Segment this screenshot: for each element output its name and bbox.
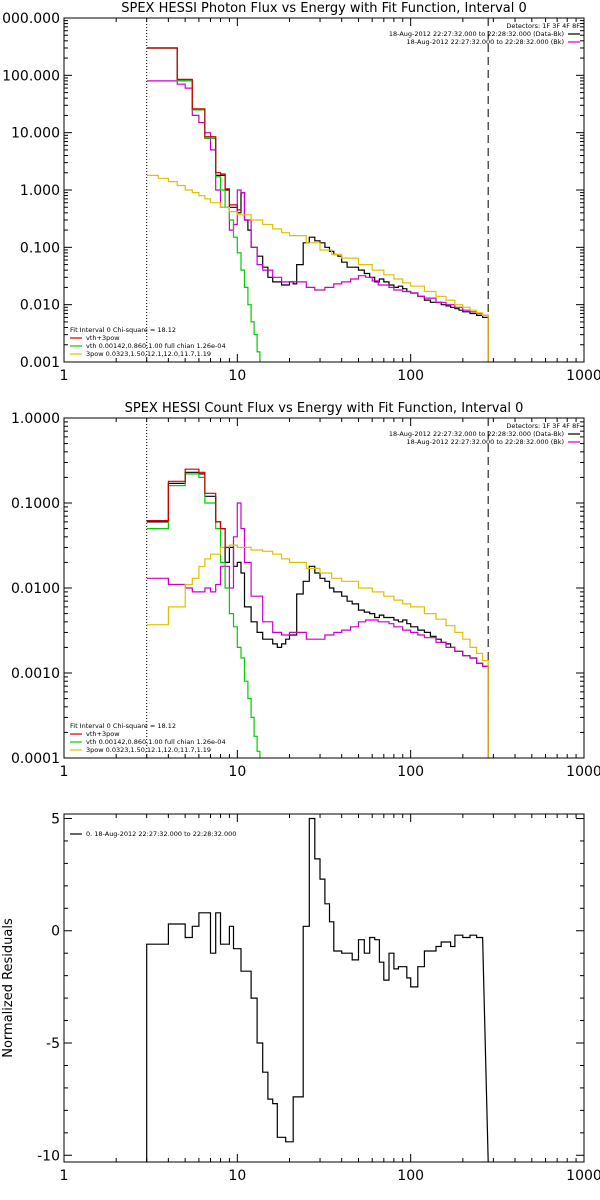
y-tick-label: 0.0001 [11, 751, 60, 767]
series-4-line [146, 468, 230, 548]
x-tick-label: 1000 [566, 764, 600, 780]
photon-flux-panel: SPEX HESSI Photon Flux vs Energy with Fi… [2, 1, 600, 384]
y-tick-label: 0.001 [20, 355, 60, 371]
x-tick-label: 100 [397, 1168, 424, 1184]
fit-legend-entry: vth 0.00142,0.860,1.00 full chian 1.26e-… [86, 738, 226, 746]
fit-legend-entry: vth+3pow [86, 730, 120, 738]
fit-legend-entry: vth+3pow [86, 334, 120, 342]
plot-area [146, 817, 489, 1162]
y-axis-label: Normalized Residuals [1, 918, 16, 1058]
fit-legend-entry: vth 0.00142,0.860,1.00 full chian 1.26e-… [86, 342, 226, 350]
y-tick-label: 000.000 [2, 11, 60, 27]
series-2-line [146, 473, 261, 758]
series-1-line [146, 502, 489, 758]
y-tick-label: 0.1000 [11, 496, 60, 512]
x-tick-label: 1 [60, 368, 69, 384]
x-tick-label: 100 [397, 368, 424, 384]
series-0-line [146, 817, 489, 1162]
chart-title: SPEX HESSI Count Flux vs Energy with Fit… [125, 401, 524, 416]
legend-detectors: Detectors: 1F 3F 4F 8F [506, 422, 580, 430]
legend-detectors: Detectors: 1F 3F 4F 8F [506, 22, 580, 30]
plot-frame [63, 813, 585, 1163]
y-tick-label: 5 [51, 811, 60, 827]
legend-entry: 18-Aug-2012 22:27:32.000 to 22:28:32.000… [407, 438, 564, 446]
plot-area [146, 418, 489, 758]
series-4-line [146, 47, 242, 213]
y-tick-label: -10 [37, 1148, 60, 1164]
series-2-line [146, 47, 261, 362]
series-3-line [146, 174, 489, 362]
y-tick-label: 1.0000 [11, 411, 60, 427]
x-tick-label: 10 [228, 764, 246, 780]
y-tick-label: 100.000 [2, 68, 60, 84]
fit-legend-entry: 3pow 0.0323,1.50,12.1,12.0,11.7,1.19 [86, 746, 211, 754]
residuals-panel: 1 10 100 1000 -10 -5 0 5 Normalized Residuals 0. … [1, 811, 600, 1184]
series-3-line [146, 544, 489, 758]
series-0-line [146, 471, 489, 758]
x-tick-label: 1000 [566, 1168, 600, 1184]
series-1-line [146, 80, 489, 362]
y-tick-label: 0.0100 [11, 581, 60, 597]
x-tick-label: 1 [60, 764, 69, 780]
y-tick-label: 1.000 [20, 183, 60, 199]
plot-frame [63, 17, 585, 363]
x-tick-label: 10 [228, 1168, 246, 1184]
y-tick-label: 10.000 [11, 126, 60, 142]
y-tick-label: 0.100 [20, 240, 60, 256]
fit-legend-header: Fit Interval 0 Chi-square = 18.12 [70, 326, 176, 334]
y-tick-label: 0.010 [20, 298, 60, 314]
count-flux-panel: SPEX HESSI Count Flux vs Energy with Fit… [11, 401, 600, 780]
chart-title: SPEX HESSI Photon Flux vs Energy with Fi… [121, 1, 527, 16]
y-tick-label: 0.0010 [11, 666, 60, 682]
plot-frame [63, 417, 585, 759]
plot-area [146, 18, 489, 362]
series-0-line [146, 47, 489, 362]
legend-entry: 18-Aug-2012 22:27:32.000 to 22:28:32.000… [389, 430, 564, 438]
y-tick-label: 0 [51, 924, 60, 940]
fit-legend-entry: 3pow 0.0323,1.50,12.1,12.0,11.7,1.19 [86, 350, 211, 358]
legend-entry: 18-Aug-2012 22:27:32.000 to 22:28:32.000… [407, 38, 564, 46]
x-tick-label: 1000 [566, 368, 600, 384]
legend-entry: 0. 18-Aug-2012 22:27:32.000 to 22:28:32.… [86, 830, 236, 838]
y-tick-label: -5 [46, 1036, 60, 1052]
x-tick-label: 1 [60, 1168, 69, 1184]
legend-entry: 18-Aug-2012 22:27:32.000 to 22:28:32.000… [389, 30, 564, 38]
x-tick-label: 10 [228, 368, 246, 384]
fit-legend-header: Fit Interval 0 Chi-square = 18.12 [70, 722, 176, 730]
x-tick-label: 100 [397, 764, 424, 780]
